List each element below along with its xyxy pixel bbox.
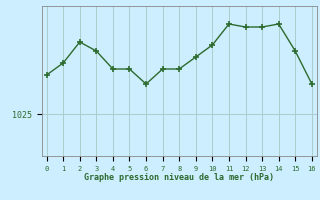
X-axis label: Graphe pression niveau de la mer (hPa): Graphe pression niveau de la mer (hPa) (84, 173, 274, 182)
